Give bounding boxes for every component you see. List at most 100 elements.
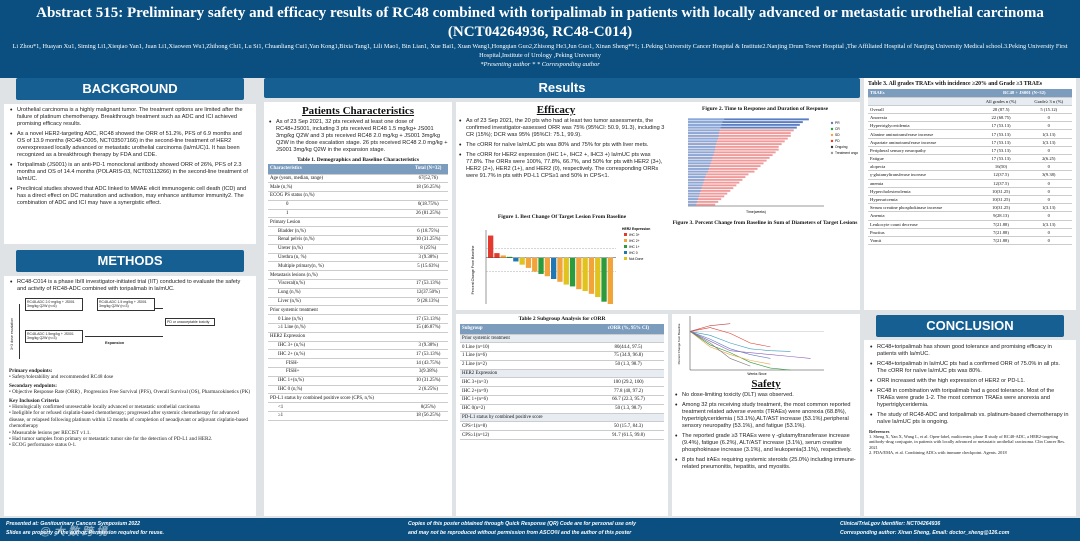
table3-all: 9(28.13) [976,211,1026,221]
fig1-legend-swatch-2 [624,239,627,242]
table1-label: Bladder (n,%) [268,226,409,237]
table-row: Serum creatine phosphokinase increase 10(… [868,203,1072,213]
table3-section: Table 3. All grades TRAEs with incidence… [864,78,1076,310]
efficacy-heading: Efficacy [536,104,576,116]
fig1-bar-14 [569,257,576,287]
table-row: 0 Line (n=10) 80(44.4, 97.5) [460,342,664,353]
table1-value [408,270,448,281]
table-row: Vomit 7(21.88) 0 [868,236,1072,246]
table3-g3: 1(3.13) [1025,203,1072,213]
safety-item-3: The reported grade ≥3 TRAEs were γ -glut… [674,433,858,454]
fig2-bar-response-24 [688,181,704,184]
table1-label: Urethra (n, %) [268,253,409,263]
fig2-legend-1: CR [835,127,840,131]
table-row: Hyperuricemia 10(31.25) 0 [868,195,1072,205]
table1-value: 2 (6.25%) [408,385,448,395]
table3-all: 7(21.88) [976,220,1026,229]
fig3-line-5 [689,331,771,365]
background-item-2: As a novel HER2-targeting ADC, RC48 show… [9,131,251,159]
table3-trae: alopecia [868,162,977,172]
table1-value: 26 (81.25%) [408,209,448,219]
table2-value: 77.8 (40, 97.2) [592,386,664,397]
table3-all: 17 (53.13) [976,138,1026,147]
table3-trae: Overall [868,105,977,115]
table2-value: 75 (34.9, 96.8) [592,351,664,361]
fig2-legend-marker-5 [830,151,834,155]
fig3-line-1 [689,331,771,359]
conclusion-list: RC48+toripalimab has shown good toleranc… [869,344,1071,426]
fig2-bar-19 [688,167,758,170]
table1-label: IHC 3+ (n,%) [268,341,409,351]
table1-value: 17 (53.13%) [408,314,448,325]
conclusion-item-3: ORR increased with the high expression o… [869,378,1071,385]
table-row: IHC 1+(n=6) 66.7 (22.3, 95.7) [460,395,664,405]
table1-label: HER2 Expression [268,332,409,342]
fig2-bar-response-17 [688,162,711,165]
patient-heading: Patients Characteristics [301,105,415,117]
table-row: alopecia 16(50) 0 [868,162,1072,172]
flow-box-dose-1-5: RC48-ADC 1.5 mg/kg + JS001 3mg/kg Q2W (n… [97,298,155,311]
table-row: ≥1 18 (56.25%) [268,411,448,421]
table2-value: 50 (1.3, 98.7) [592,360,664,370]
background-item-3: Toripalimab (JS001) is an anti-PD-1 mono… [9,162,251,183]
table3-col-all: All grades n (%) [976,97,1026,106]
table2-label: CPS<1(n=8) [460,421,593,432]
table3-col-arm: RC48 + JS001 (N=32) [976,89,1072,98]
footer-presented: Presented at: Genitourinary Cancers Symp… [6,521,141,527]
table2-caption: Table 2 Subgroup Analysis for cORR [518,316,606,322]
table1-label: Ureter (n,%) [268,244,409,254]
safety-list: No dose-limiting toxicity (DLT) was obse… [674,392,858,471]
fig2-bar-20 [688,170,755,173]
secondary-endpoints-heading: Secondary endpoints: [9,382,57,389]
table3-col-trae: TRAEs [868,89,977,98]
table-row: IHC 0(n=2) 50 (1.3, 98.7) [460,404,664,414]
flow-expansion-label: Expansion [105,341,125,345]
background-section: Urothelial carcinoma is a highly maligna… [4,104,256,244]
table3-g3: 0 [1025,113,1072,123]
fig2-bar-response-2 [688,121,723,124]
table1: Characteristics Total (N=32) Age (years, m… [268,164,448,421]
fig2-bar-response-8 [688,137,718,140]
table-row: 0 6(18.75%) [268,200,448,210]
table2: Subgroup cORR (%, 95% CI) Prior systemic t… [460,324,664,441]
table-row: 1 26 (81.25%) [268,209,448,219]
fig2-bar-response-28 [688,192,700,195]
table-row: IHC 2+ (n,%) 17 (53.13%) [268,349,448,360]
conclusion-item-5: The study of RC48-ADC and toripalimab vs… [869,412,1071,426]
fig1-bar-1 [488,235,494,258]
table1-value [408,332,448,342]
table-row: IHC 3+(n=3) 100 (29.2, 100) [460,377,664,388]
fig2-bar-31 [688,200,719,203]
table2-label: 0 Line (n=10) [460,342,593,353]
fig2-bar-response-16 [688,159,712,162]
table2-value: 66.7 (22.3, 95.7) [592,395,664,405]
table3-g3: 2(6.25) [1025,154,1072,164]
table1-label: Age (years, median, range) [268,174,409,184]
table3-trae: Pruritus [868,228,977,237]
table3-all: 17 (53.13) [976,146,1026,156]
footer-trial-id: ClinicalTrial.gov Identifier: NCT0426493… [840,521,941,527]
fig2-bar-response-18 [688,165,710,168]
table-row: FISH+ 3(9.38%) [268,367,448,377]
fig1-bar-5 [513,257,519,262]
author-note: *Presenting author * * Corresponding aut… [480,61,600,68]
fig1-ylabel: Percent Change From Baseline [471,246,475,295]
fig2-bar-response-12 [688,148,716,151]
reference-1: 1. Sheng X, Yan X, Wang L, et al. Open-l… [869,434,1066,450]
fig2-bar-response-6 [688,132,719,135]
table-row: Overall 28 (87.5) 5 (15.12) [868,105,1072,115]
table3-all: 17 (53.13) [976,154,1026,164]
table1-value [408,217,448,228]
table1-label: FISH- [268,358,409,369]
fig2-bar-28 [688,192,728,195]
fig3-xlabel: Weeks Since [747,372,766,376]
table-row: Anorexia 22 (68.75) 0 [868,113,1072,123]
fig2-bar-6 [688,132,791,135]
table1-value: 12(37.50%) [408,288,448,298]
conclusion-section: RC48+toripalimab has shown good toleranc… [864,340,1076,516]
footer-qr-note-2: and may not be reproduced without permis… [408,530,632,536]
table1-value: 6(18.75%) [408,200,448,210]
fig1-bar-10 [544,257,550,277]
fig2-bar-10 [688,143,782,146]
table3-g3: 0 [1025,228,1072,237]
